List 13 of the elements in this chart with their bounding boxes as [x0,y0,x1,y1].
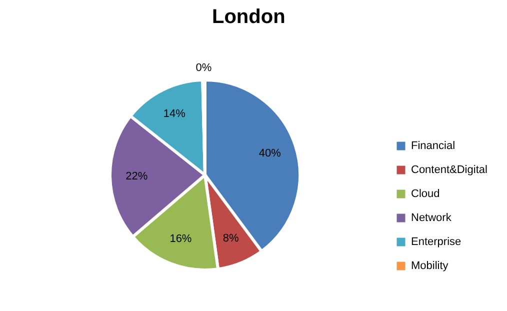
data-label: 0% [196,62,212,74]
data-label: 16% [170,232,192,245]
legend-label: Network [411,212,452,224]
data-label: 8% [222,232,240,244]
legend-label: Enterprise [411,236,462,248]
data-label: 22% [126,170,148,182]
legend-label: Cloud [411,188,440,200]
data-label: 14% [163,108,186,120]
chart-title: London [212,6,286,28]
data-label: 40% [258,148,282,160]
legend-label: Mobility [411,260,449,272]
legend-label: Financial [411,140,456,152]
legend-label: Content&Digital [411,164,488,176]
